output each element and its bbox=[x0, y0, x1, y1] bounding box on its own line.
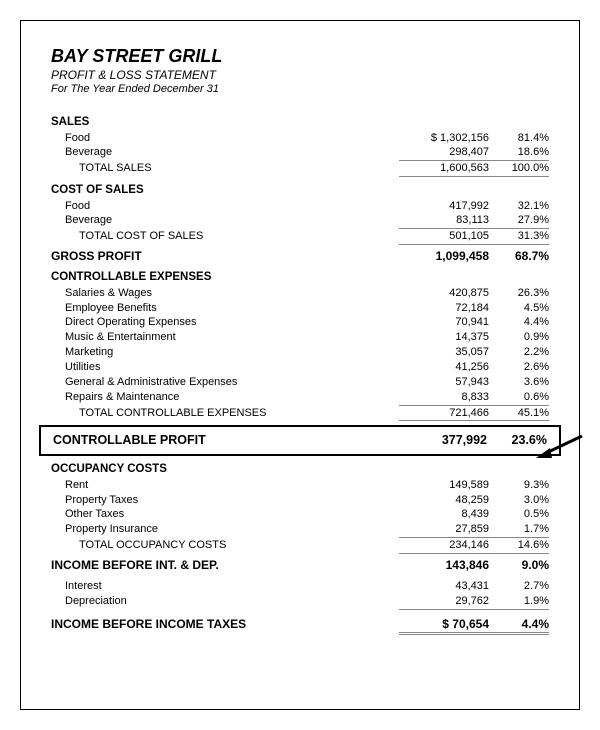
occupancy-costs-header: OCCUPANCY COSTS bbox=[51, 462, 549, 478]
oc-row-0: Rent 149,589 9.3% bbox=[51, 478, 549, 493]
ce-row-0: Salaries & Wages 420,875 26.3% bbox=[51, 286, 549, 301]
ce-row-3: Music & Entertainment 14,375 0.9% bbox=[51, 330, 549, 345]
oc-row-1: Property Taxes 48,259 3.0% bbox=[51, 493, 549, 508]
ce-row-4: Marketing 35,057 2.2% bbox=[51, 345, 549, 360]
ce-row-2: Direct Operating Expenses 70,941 4.4% bbox=[51, 315, 549, 330]
total-sales-row: TOTAL SALES 1,600,563 100.0% bbox=[51, 161, 549, 177]
ce-row-5: Utilities 41,256 2.6% bbox=[51, 360, 549, 375]
cost-of-sales-header: COST OF SALES bbox=[51, 183, 549, 199]
statement-title: PROFIT & LOSS STATEMENT bbox=[51, 68, 549, 82]
total-ce-row: TOTAL CONTROLLABLE EXPENSES 721,466 45.1… bbox=[51, 406, 549, 422]
sales-beverage-row: Beverage 298,407 18.6% bbox=[51, 145, 549, 161]
cos-beverage-row: Beverage 83,113 27.9% bbox=[51, 213, 549, 229]
company-name: BAY STREET GRILL bbox=[51, 46, 549, 67]
total-oc-row: TOTAL OCCUPANCY COSTS 234,146 14.6% bbox=[51, 538, 549, 554]
interest-row: Interest 43,431 2.7% bbox=[51, 579, 549, 594]
sales-header: SALES bbox=[51, 115, 549, 131]
ce-row-1: Employee Benefits 72,184 4.5% bbox=[51, 301, 549, 316]
income-before-taxes-row: INCOME BEFORE INCOME TAXES $ 70,654 4.4% bbox=[51, 616, 549, 635]
oc-row-2: Other Taxes 8,439 0.5% bbox=[51, 507, 549, 522]
depreciation-row: Depreciation 29,762 1.9% bbox=[51, 594, 549, 610]
controllable-expenses-header: CONTROLLABLE EXPENSES bbox=[51, 270, 549, 286]
cos-food-row: Food 417,992 32.1% bbox=[51, 199, 549, 214]
income-before-int-dep-row: INCOME BEFORE INT. & DEP. 143,846 9.0% bbox=[51, 557, 549, 573]
total-cos-row: TOTAL COST OF SALES 501,105 31.3% bbox=[51, 229, 549, 245]
ce-row-6: General & Administrative Expenses 57,943… bbox=[51, 375, 549, 390]
ce-row-7: Repairs & Maintenance 8,833 0.6% bbox=[51, 390, 549, 406]
statement-period: For The Year Ended December 31 bbox=[51, 83, 549, 95]
sales-food-row: Food $ 1,302,156 81.4% bbox=[51, 131, 549, 146]
statement-header: BAY STREET GRILL PROFIT & LOSS STATEMENT… bbox=[51, 46, 549, 95]
gross-profit-row: GROSS PROFIT 1,099,458 68.7% bbox=[51, 248, 549, 264]
controllable-profit-box: CONTROLLABLE PROFIT 377,992 23.6% bbox=[39, 425, 561, 456]
oc-row-3: Property Insurance 27,859 1.7% bbox=[51, 522, 549, 538]
statement-border: BAY STREET GRILL PROFIT & LOSS STATEMENT… bbox=[20, 20, 580, 710]
controllable-profit-row: CONTROLLABLE PROFIT 377,992 23.6% bbox=[53, 432, 547, 449]
